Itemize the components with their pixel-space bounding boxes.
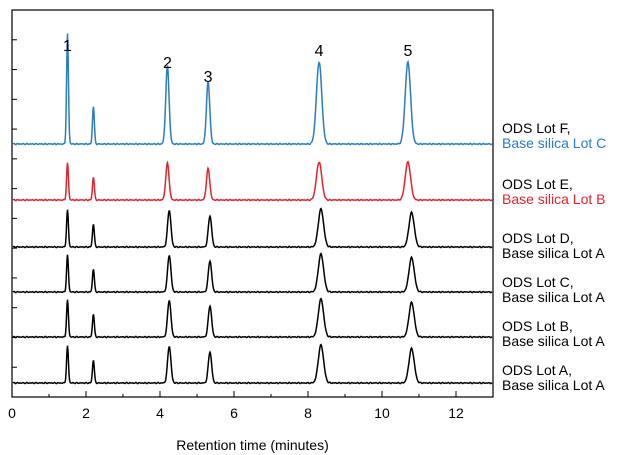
x-tick-label: 10 (374, 405, 390, 421)
axes: 0 2 4 6 8 10 12 (8, 39, 464, 421)
x-tick-label: 12 (448, 405, 464, 421)
x-tick-label: 6 (230, 405, 238, 421)
trace-label-line1: ODS Lot D, (502, 230, 574, 246)
plot-frame (11, 9, 494, 398)
x-axis-title: Retention time (minutes) (176, 437, 329, 453)
trace-label-line1: ODS Lot C, (502, 274, 574, 290)
trace-line-1 (12, 343, 493, 385)
trace-line-4 (12, 207, 493, 249)
trace-label-line2: Base silica Lot A (502, 377, 605, 393)
traces (12, 33, 493, 385)
peak-labels: 1 2 3 4 5 (63, 38, 412, 86)
trace-line-6 (12, 33, 493, 146)
trace-label-line1: ODS Lot E, (502, 176, 573, 192)
peak-label-5: 5 (403, 43, 412, 60)
x-tick-label: 8 (304, 405, 312, 421)
trace-label-line2: Base silica Lot A (502, 289, 605, 305)
peak-label-4: 4 (315, 43, 324, 60)
x-tick-label: 4 (156, 405, 164, 421)
x-tick-label: 2 (82, 405, 90, 421)
trace-line-2 (12, 297, 493, 339)
x-tick-label: 0 (8, 405, 16, 421)
trace-label-line2: Base silica Lot B (502, 191, 606, 207)
trace-label-line2: Base silica Lot A (502, 245, 605, 261)
peak-label-2: 2 (163, 55, 172, 72)
trace-label-line2: Base silica Lot C (502, 135, 606, 151)
trace-label-line1: ODS Lot F, (502, 120, 570, 136)
trace-label-line1: ODS Lot B, (502, 318, 573, 334)
trace-label-line1: ODS Lot A, (502, 362, 572, 378)
trace-label-line2: Base silica Lot A (502, 333, 605, 349)
trace-line-3 (12, 252, 493, 294)
trace-line-5 (12, 160, 493, 202)
peak-label-1: 1 (63, 38, 72, 55)
peak-label-3: 3 (204, 69, 213, 86)
